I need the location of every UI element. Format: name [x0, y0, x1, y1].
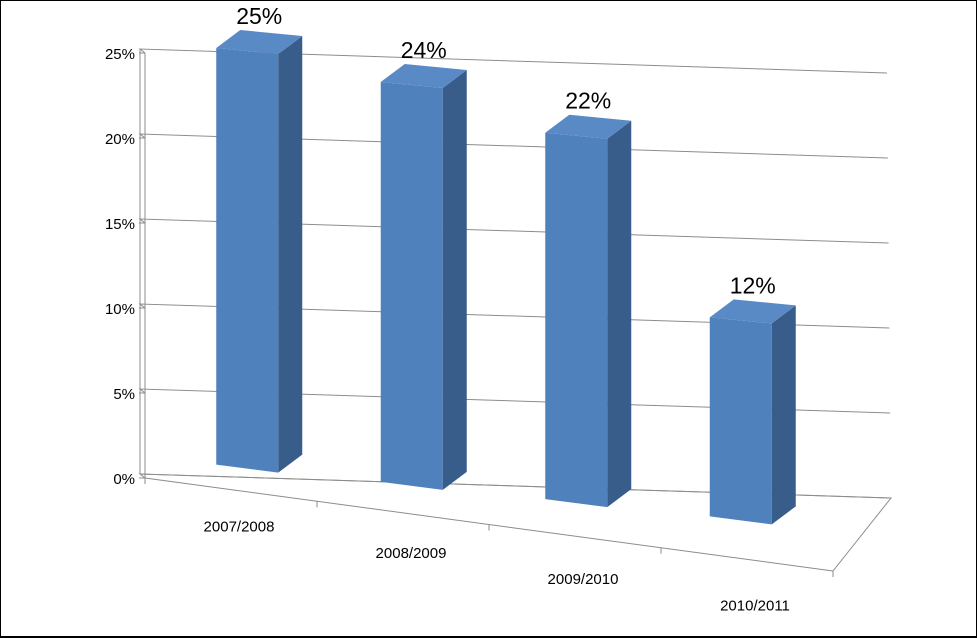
- data-labels: 25% 24% 22% 12%: [236, 3, 776, 298]
- data-label: 24%: [401, 37, 447, 63]
- y-tick-label: 0%: [113, 471, 135, 488]
- bar-side: [771, 305, 796, 525]
- bar-top: [216, 30, 303, 54]
- bars: [216, 30, 796, 525]
- bar-front: [545, 132, 608, 508]
- x-tick-label: 2010/2011: [720, 597, 790, 614]
- x-tick-label: 2009/2010: [548, 571, 619, 588]
- data-label: 25%: [236, 3, 282, 29]
- data-label: 22%: [565, 88, 611, 114]
- y-tick-label: 15%: [105, 216, 135, 233]
- x-tick-label: 2008/2009: [376, 545, 447, 562]
- x-tick-label: 2007/2008: [204, 519, 275, 536]
- data-label: 12%: [730, 272, 776, 298]
- y-tick-label: 20%: [105, 131, 135, 148]
- bar-front: [709, 317, 772, 525]
- y-tick-label: 25%: [105, 46, 135, 63]
- bar-side: [278, 36, 303, 473]
- bar-side: [442, 69, 467, 490]
- bar-top: [545, 114, 632, 139]
- category-labels: 2007/2008 2008/2009 2009/2010 2010/2011: [204, 519, 790, 615]
- bar-top: [709, 299, 796, 324]
- y-tick-label: 10%: [105, 301, 135, 318]
- bar-front: [216, 48, 279, 473]
- y-tick-label: 5%: [113, 386, 135, 403]
- bar-top: [380, 63, 467, 88]
- bar-side: [607, 120, 632, 508]
- y-axis-ticks: 0% 5% 10% 15% 20% 25%: [105, 46, 145, 488]
- bar-front: [380, 81, 443, 490]
